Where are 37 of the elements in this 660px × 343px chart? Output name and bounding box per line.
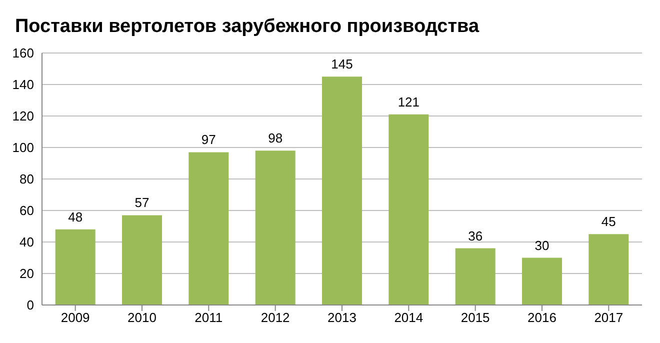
- data-label: 30: [534, 238, 550, 253]
- bar: [122, 215, 162, 305]
- data-label: 121: [398, 94, 420, 110]
- x-tick-label: 2010: [128, 310, 156, 326]
- bar: [388, 114, 429, 305]
- x-tick-label: 2011: [194, 310, 223, 326]
- y-tick-label: 20: [20, 266, 34, 282]
- chart-title: Поставки вертолетов зарубежного производства: [15, 16, 480, 38]
- y-tick-label: 0: [26, 298, 34, 313]
- data-label: 48: [68, 209, 83, 224]
- x-tick-label: 2014: [394, 310, 424, 326]
- data-label: 98: [268, 130, 283, 146]
- data-label: 145: [331, 56, 353, 72]
- y-tick-label: 120: [12, 108, 34, 124]
- x-tick-label: 2009: [60, 310, 90, 326]
- bar: [522, 258, 562, 305]
- x-tick-label: 2016: [528, 310, 556, 326]
- y-tick-label: 60: [20, 203, 34, 218]
- y-tick-label: 80: [20, 172, 34, 187]
- x-tick-label: 2012: [260, 310, 290, 326]
- y-tick-label: 40: [20, 234, 34, 250]
- bar: [588, 234, 629, 305]
- data-label: 57: [134, 195, 150, 210]
- x-tick-label: 2017: [594, 310, 624, 326]
- bar: [255, 150, 296, 305]
- bar: [455, 248, 496, 305]
- bar: [55, 229, 96, 305]
- data-label: 36: [468, 228, 483, 244]
- y-tick-label: 160: [12, 46, 34, 61]
- data-label: 45: [601, 214, 616, 230]
- y-tick-label: 140: [12, 77, 34, 92]
- bar: [188, 152, 229, 305]
- y-tick-label: 100: [12, 140, 34, 156]
- x-tick-label: 2013: [328, 310, 356, 326]
- x-tick-label: 2015: [460, 310, 490, 326]
- data-label: 97: [201, 132, 216, 148]
- bar: [322, 76, 362, 305]
